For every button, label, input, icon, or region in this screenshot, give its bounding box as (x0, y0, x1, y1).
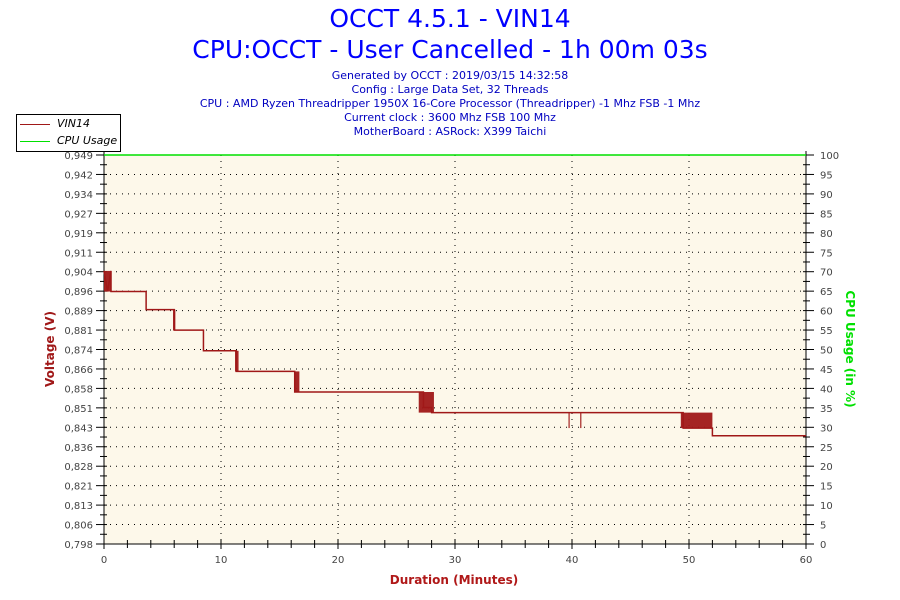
y2-tick-label: 45 (820, 365, 833, 376)
y-tick-label: 0,874 (64, 346, 93, 357)
chart-subtitle: CPU:OCCT - User Cancelled - 1h 00m 03s (192, 35, 708, 64)
voltage-noise (568, 412, 570, 429)
y-tick-label: 0,927 (64, 209, 93, 220)
chart-legend: VIN14 CPU Usage (16, 114, 121, 152)
y-tick-label: 0,896 (64, 287, 93, 298)
x-tick-label: 60 (800, 555, 813, 566)
y-tick-label: 0,919 (64, 229, 93, 240)
y-tick-label: 0,843 (64, 423, 93, 434)
y2-axis-title: CPU Usage (in %) (843, 290, 857, 407)
y2-tick-label: 40 (820, 384, 833, 395)
info-motherboard: MotherBoard : ASRock: X399 Taichi (353, 125, 547, 138)
y-tick-label: 0,851 (64, 404, 93, 415)
y2-tick-label: 20 (820, 462, 833, 473)
y2-tick-label: 75 (820, 248, 833, 259)
y2-tick-label: 70 (820, 268, 833, 279)
y-tick-label: 0,942 (64, 170, 93, 181)
info-generated: Generated by OCCT : 2019/03/15 14:32:58 (331, 69, 569, 82)
y-tick-label: 0,806 (64, 521, 93, 532)
y-tick-label: 0,934 (64, 190, 93, 201)
y2-tick-label: 100 (820, 151, 839, 162)
y2-tick-label: 50 (820, 346, 833, 357)
legend-item-cpu-usage: CPU Usage (17, 133, 120, 149)
legend-swatch-cpu-usage (20, 141, 50, 142)
y-tick-label: 0,881 (64, 326, 93, 337)
chart-title: OCCT 4.5.1 - VIN14 (329, 4, 571, 33)
y-tick-label: 0,866 (64, 365, 93, 376)
x-tick-label: 0 (101, 555, 107, 566)
info-config: Config : Large Data Set, 32 Threads (351, 83, 549, 96)
y-tick-label: 0,798 (64, 540, 93, 551)
legend-label-cpu-usage: CPU Usage (57, 134, 118, 147)
y2-tick-label: 15 (820, 482, 833, 493)
y2-tick-label: 30 (820, 423, 833, 434)
voltage-line (103, 270, 806, 437)
y2-tick-label: 85 (820, 209, 833, 220)
voltage-noise (580, 412, 582, 429)
info-clock: Current clock : 3600 Mhz FSB 100 Mhz (344, 111, 556, 124)
y2-tick-label: 5 (820, 521, 826, 532)
y2-tick-label: 80 (820, 229, 833, 240)
y-tick-label: 0,949 (64, 151, 93, 162)
x-tick-label: 50 (683, 555, 696, 566)
y2-tick-label: 90 (820, 190, 833, 201)
y-axis-title: Voltage (V) (43, 311, 57, 387)
x-tick-label: 10 (215, 555, 228, 566)
y-tick-label: 0,836 (64, 443, 93, 454)
legend-item-vin14: VIN14 (17, 116, 120, 132)
voltage-noise (294, 371, 300, 393)
voltage-noise (104, 270, 112, 292)
y2-tick-label: 35 (820, 404, 833, 415)
y-tick-label: 0,904 (64, 268, 93, 279)
y2-tick-label: 65 (820, 287, 833, 298)
y2-tick-label: 55 (820, 326, 833, 337)
x-tick-label: 40 (566, 555, 579, 566)
voltage-noise (680, 412, 713, 429)
y2-tick-label: 0 (820, 540, 826, 551)
y2-tick-label: 25 (820, 443, 833, 454)
y-tick-label: 0,821 (64, 482, 93, 493)
y-tick-label: 0,828 (64, 462, 93, 473)
y2-tick-label: 60 (820, 307, 833, 318)
x-tick-label: 20 (332, 555, 345, 566)
y-tick-label: 0,911 (64, 248, 93, 259)
y2-tick-label: 10 (820, 501, 833, 512)
y-tick-label: 0,858 (64, 384, 93, 395)
x-tick-label: 30 (449, 555, 462, 566)
legend-swatch-vin14 (20, 124, 50, 125)
y-tick-label: 0,889 (64, 307, 93, 318)
y2-tick-label: 95 (820, 170, 833, 181)
x-axis-title: Duration (Minutes) (390, 573, 518, 587)
legend-label-vin14: VIN14 (57, 117, 90, 130)
y-tick-label: 0,813 (64, 501, 93, 512)
info-cpu: CPU : AMD Ryzen Threadripper 1950X 16-Co… (199, 97, 701, 110)
